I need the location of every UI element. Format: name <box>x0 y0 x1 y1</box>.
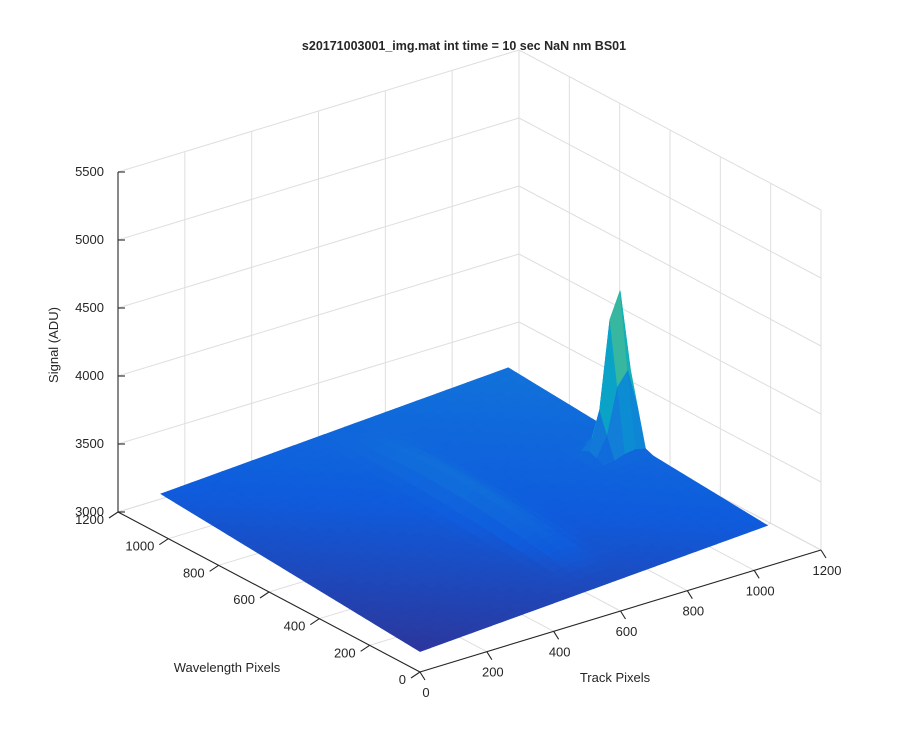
surface-patch <box>748 520 769 530</box>
x-tick-mark <box>486 651 493 660</box>
y-tick-label: 1200 <box>75 512 104 527</box>
y-tick-mark <box>360 644 370 652</box>
gridline <box>518 49 822 211</box>
x-tick-mark <box>753 570 760 579</box>
y-tick-mark <box>259 591 270 599</box>
z-tick-label: 3500 <box>75 436 104 451</box>
gridline <box>518 321 822 483</box>
z-tick-label: 5000 <box>75 232 104 247</box>
x-tick-mark <box>419 671 426 681</box>
x-tick-mark <box>620 610 626 620</box>
z-tick-label: 5500 <box>75 164 104 179</box>
x-tick-label: 200 <box>482 665 504 680</box>
y-tick-mark <box>410 671 421 679</box>
axes: 0 200 400 600 800 1000 1200 0 200 400 600 800 1000 12… <box>75 164 841 700</box>
x-tick-label: 1000 <box>746 583 775 598</box>
y-tick-label: 600 <box>233 592 255 607</box>
x-tick-label: 600 <box>616 624 638 639</box>
y-tick-label: 400 <box>284 619 306 634</box>
y-tick-mark <box>159 538 169 546</box>
y-axis-label: Wavelength Pixels <box>174 660 281 675</box>
x-tick-label: 800 <box>682 604 704 619</box>
gridline <box>518 253 822 415</box>
z-tick-label: 3000 <box>75 504 104 519</box>
z-axis-label: Signal (ADU) <box>46 307 61 383</box>
y-tick-mark <box>209 564 219 572</box>
gridline <box>117 185 520 309</box>
x-tick-mark <box>820 549 827 559</box>
gridline <box>117 117 520 241</box>
x-axis-label: Track Pixels <box>580 670 651 685</box>
x-tick-label: 0 <box>422 685 429 700</box>
x-tick-label: 1200 <box>813 563 842 578</box>
surface <box>160 290 769 652</box>
gridline <box>518 185 822 347</box>
y-tick-label: 800 <box>183 565 205 580</box>
z-tick-label: 4500 <box>75 300 104 315</box>
x-tick-mark <box>553 631 560 640</box>
y-tick-mark <box>108 511 119 519</box>
y-tick-label: 0 <box>399 672 406 687</box>
x-tick-label: 400 <box>549 644 571 659</box>
y-tick-label: 200 <box>334 645 356 660</box>
z-tick-label: 4000 <box>75 368 104 383</box>
y-tick-mark <box>310 618 320 626</box>
x-tick-mark <box>686 590 693 599</box>
y-tick-label: 1000 <box>125 539 154 554</box>
gridline <box>518 117 822 279</box>
gridline <box>117 49 520 173</box>
chart-title: s20171003001_img.mat int time = 10 sec N… <box>302 39 626 53</box>
gridline <box>117 321 520 445</box>
gridline <box>117 253 520 377</box>
